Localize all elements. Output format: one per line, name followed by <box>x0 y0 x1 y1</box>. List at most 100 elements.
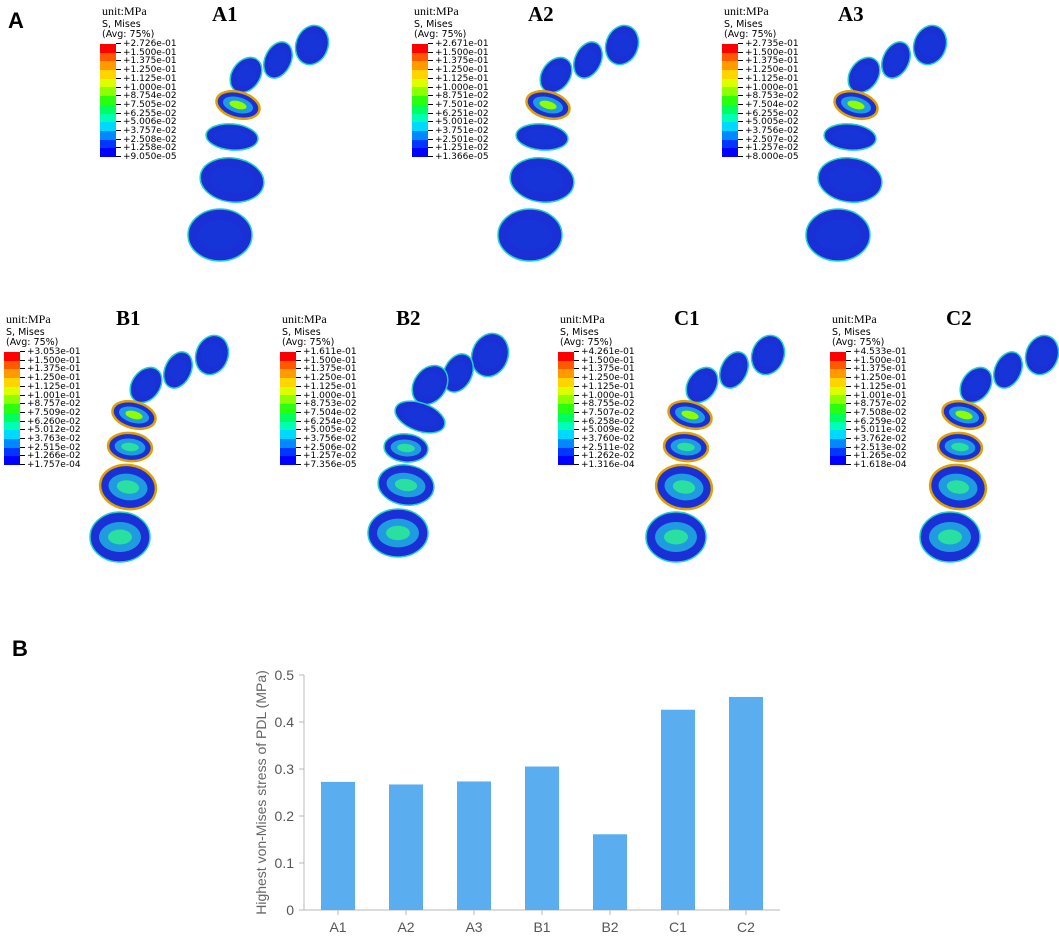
colorbar-swatch <box>830 395 846 405</box>
legend-tick-label: +1.611e-01 <box>296 348 357 357</box>
legend-averaging: (Avg: 75%) <box>560 337 613 348</box>
colorbar-swatch <box>412 70 428 79</box>
legend-tick-label: +5.001e-02 <box>428 118 489 127</box>
colorbar-swatch <box>830 430 846 439</box>
legend-tick-label: +7.504e-02 <box>738 100 799 110</box>
legend-tick-label: +1.000e-01 <box>296 391 357 401</box>
legend-tick-label: +6.259e-02 <box>846 417 907 427</box>
legend-title: S, Mises (Avg: 75%) <box>282 328 334 348</box>
legend-tick-label: +3.762e-02 <box>846 435 907 444</box>
legend-colorbar <box>100 44 116 157</box>
colorbar-swatch <box>558 438 574 448</box>
colorbar-swatch <box>412 139 428 149</box>
tooth-7 <box>919 511 981 563</box>
legend-tick-label: +6.254e-02 <box>296 417 357 427</box>
legend-tick-label: +8.754e-02 <box>116 92 177 101</box>
tooth-2 <box>262 41 294 79</box>
tooth-5 <box>106 431 154 463</box>
legend-tick-label: +8.753e-02 <box>296 400 357 409</box>
pdl-stress-render <box>919 334 1059 563</box>
model-label: A3 <box>838 2 864 26</box>
tooth-4 <box>394 400 446 434</box>
colorbar-swatch <box>830 386 846 396</box>
legend-averaging: (Avg: 75%) <box>102 29 155 40</box>
colorbar-swatch <box>4 447 20 457</box>
model-label: A2 <box>528 2 554 26</box>
pdl-stress-render <box>805 24 948 262</box>
legend-tick-label: +1.000e-01 <box>574 391 635 401</box>
legend-tick-label: +5.006e-02 <box>116 118 177 127</box>
legend-tick-label: +1.266e-02 <box>20 452 81 461</box>
tooth-4 <box>525 89 571 121</box>
colorbar-swatch <box>4 430 20 439</box>
tooth-3 <box>411 364 449 406</box>
colorbar-swatch <box>558 386 574 396</box>
legend-tick-label: +2.508e-02 <box>116 135 177 145</box>
legend-tick-label: +2.735e-01 <box>738 40 799 49</box>
tooth-2 <box>572 41 604 79</box>
x-tick-label: B2 <box>601 919 618 935</box>
legend-tick-label: +1.375e-01 <box>296 365 357 374</box>
colorbar-swatch <box>830 369 846 379</box>
colorbar-swatch <box>412 148 428 157</box>
colorbar-swatch <box>280 421 296 431</box>
legend-averaging: (Avg: 75%) <box>6 337 59 348</box>
legend-tick-label: +4.261e-01 <box>574 348 635 357</box>
colorbar-swatch <box>722 52 738 62</box>
legend-tick-label: +1.125e-01 <box>428 74 489 84</box>
legend-averaging: (Avg: 75%) <box>724 29 777 40</box>
legend-tick-label: +1.375e-01 <box>846 365 907 374</box>
legend-tick-label: +1.500e-01 <box>574 356 635 366</box>
legend-tick-label: +1.001e-01 <box>846 391 907 401</box>
legend-tick-label: +7.504e-02 <box>296 408 357 418</box>
legend-tick-label: +1.250e-01 <box>846 374 907 383</box>
tooth-6 <box>509 157 575 203</box>
legend-tick-label: +1.258e-02 <box>116 144 177 153</box>
colorbar-swatch <box>558 456 574 465</box>
legend-variable: S, Mises <box>724 19 763 30</box>
tooth-3 <box>229 56 263 94</box>
colorbar-swatch <box>4 421 20 431</box>
legend-tick-label: +1.250e-01 <box>738 66 799 75</box>
legend-variable: S, Mises <box>6 327 45 338</box>
colorbar-swatch <box>280 386 296 396</box>
legend-tick-label: +7.508e-02 <box>846 408 907 418</box>
tooth-5 <box>383 433 429 463</box>
colorbar-swatch <box>830 360 846 370</box>
legend-tick-label: +1.366e-05 <box>428 153 489 162</box>
legend-tick-label: +5.011e-02 <box>846 426 907 435</box>
tooth-6 <box>98 463 158 511</box>
legend-averaging: (Avg: 75%) <box>832 337 885 348</box>
legend-tick-label: +2.507e-02 <box>738 135 799 145</box>
y-axis-label: Highest von-Mises stress of PDL (MPa) <box>253 670 269 915</box>
colorbar-swatch <box>830 378 846 387</box>
legend-tick-label: +6.260e-02 <box>20 417 81 427</box>
colorbar-swatch <box>558 369 574 379</box>
colorbar-swatch <box>280 404 296 413</box>
stress-bar-chart: 0 0.1 0.2 0.3 0.4 0.5 A1 A2 A3 B1 B2 C1 C2 Highest vo… <box>253 667 780 935</box>
colorbar-swatch <box>558 360 574 370</box>
colorbar-swatch <box>280 352 296 361</box>
colorbar-swatch <box>558 430 574 439</box>
y-tick-label: 0.5 <box>275 667 295 683</box>
legend-colorbar <box>722 44 738 157</box>
legend-tick-label: +1.125e-01 <box>574 382 635 392</box>
colorbar-swatch <box>4 456 20 465</box>
model-label: C1 <box>674 306 700 330</box>
colorbar-swatch <box>4 369 20 379</box>
legend-tick-label: +1.500e-01 <box>428 48 489 58</box>
x-tick-label: A2 <box>397 919 414 935</box>
legend-tick-label: +1.001e-01 <box>20 391 81 401</box>
tooth-5 <box>662 431 710 463</box>
legend-tick-label: +6.255e-02 <box>738 109 799 119</box>
tooth-6 <box>817 157 883 203</box>
colorbar-swatch <box>722 139 738 149</box>
tooth-6 <box>654 463 714 511</box>
legend-tick-label: +7.356e-05 <box>296 461 357 470</box>
colorbar-swatch <box>412 113 428 123</box>
x-tick-label: C1 <box>669 919 687 935</box>
colorbar-swatch <box>280 456 296 465</box>
bar-b1 <box>525 766 559 910</box>
legend-tick-label: +3.757e-02 <box>116 127 177 136</box>
model-label: C2 <box>946 306 972 330</box>
